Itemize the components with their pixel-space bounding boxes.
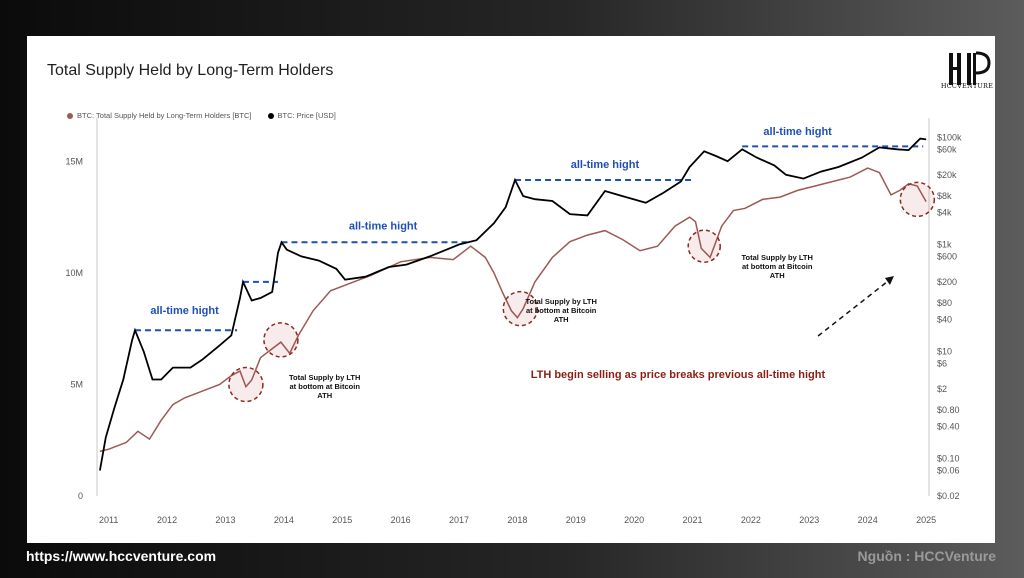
y-right-tick-label: $100k xyxy=(937,132,962,142)
ath-label: all-time hight xyxy=(150,305,219,317)
y-left-tick-label: 15M xyxy=(65,156,83,166)
legend-label-price: BTC: Price [USD] xyxy=(277,111,336,120)
lth-bottom-annotation: ATH xyxy=(770,271,785,280)
lth-bottom-circle xyxy=(899,181,936,218)
x-tick-label: 2016 xyxy=(391,515,411,525)
x-tick-label: 2011 xyxy=(99,515,118,525)
chart-plot: 05M10M15M$0.02$0.06$0.10$0.40$0.80$2$6$1… xyxy=(65,118,962,525)
y-right-tick-label: $200 xyxy=(937,277,957,287)
y-right-tick-label: $60k xyxy=(937,144,957,154)
trend-arrow-line xyxy=(817,280,889,337)
series-line-btc-price xyxy=(99,137,927,471)
lth-bottom-circle xyxy=(228,366,264,403)
legend-label-supply: BTC: Total Supply Held by Long-Term Hold… xyxy=(77,111,252,120)
x-tick-label: 2014 xyxy=(274,515,294,525)
lth-bottom-annotation: Total Supply by LTH xyxy=(742,253,813,262)
x-tick-label: 2025 xyxy=(916,515,936,525)
main-annotation: LTH begin selling as price breaks previo… xyxy=(531,369,826,381)
y-right-tick-label: $0.10 xyxy=(937,454,960,464)
legend-item-price: BTC: Price [USD] xyxy=(267,111,336,120)
y-right-tick-label: $20k xyxy=(937,170,957,180)
footer-url[interactable]: https://www.hccventure.com xyxy=(26,548,217,564)
ath-label: all-time hight xyxy=(349,221,418,233)
y-right-tick-label: $10 xyxy=(937,347,952,357)
lth-bottom-circle xyxy=(263,322,299,358)
x-tick-label: 2012 xyxy=(157,515,177,525)
y-right-tick-label: $1k xyxy=(937,239,952,249)
chart-title: Total Supply Held by Long-Term Holders xyxy=(47,62,334,79)
lth-bottom-circle xyxy=(687,229,721,263)
hccventure-logo xyxy=(949,51,991,85)
ath-label: all-time hight xyxy=(763,126,832,138)
x-tick-label: 2023 xyxy=(799,515,819,525)
lth-bottom-annotation: ATH xyxy=(317,391,332,400)
x-tick-label: 2020 xyxy=(624,515,644,525)
y-right-tick-label: $2 xyxy=(937,384,947,394)
y-right-tick-label: $4k xyxy=(937,207,952,217)
lth-bottom-annotation: at bottom at Bitcoin xyxy=(289,382,360,391)
x-tick-label: 2019 xyxy=(566,515,586,525)
logo-caption: HCCVENTURE xyxy=(940,82,994,90)
lth-bottom-annotation: Total Supply by LTH xyxy=(525,297,596,306)
y-right-tick-label: $80 xyxy=(937,298,952,308)
chart-legend: BTC: Total Supply Held by Long-Term Hold… xyxy=(67,111,336,120)
y-right-tick-label: $0.80 xyxy=(937,405,960,415)
y-right-tick-label: $8k xyxy=(937,191,952,201)
y-left-tick-label: 0 xyxy=(78,491,83,501)
y-left-tick-label: 5M xyxy=(70,379,83,389)
y-right-tick-label: $40 xyxy=(937,314,952,324)
legend-dot-price xyxy=(267,112,274,119)
x-tick-label: 2015 xyxy=(332,515,352,525)
y-right-tick-label: $600 xyxy=(937,251,957,261)
x-tick-label: 2013 xyxy=(215,515,235,525)
y-right-tick-label: $0.02 xyxy=(937,491,960,501)
lth-bottom-annotation: at bottom at Bitcoin xyxy=(526,306,597,315)
trend-arrow-head xyxy=(884,276,894,285)
lth-bottom-annotation: at bottom at Bitcoin xyxy=(742,262,813,271)
y-right-tick-label: $0.06 xyxy=(937,465,960,475)
footer-source: Nguồn : HCCVenture xyxy=(857,548,996,564)
chart-card: Total Supply Held by Long-Term Holders H… xyxy=(27,36,995,543)
y-right-tick-label: $0.40 xyxy=(937,421,960,431)
lth-bottom-annotation: Total Supply by LTH xyxy=(289,373,360,382)
ath-label: all-time hight xyxy=(571,159,640,171)
y-right-tick-label: $6 xyxy=(937,358,947,368)
legend-dot-supply xyxy=(67,112,73,119)
x-tick-label: 2018 xyxy=(507,515,527,525)
x-tick-label: 2017 xyxy=(449,515,469,525)
series-line-lth-supply xyxy=(99,167,927,453)
y-left-tick-label: 10M xyxy=(65,268,83,278)
x-tick-label: 2021 xyxy=(683,515,703,525)
lth-bottom-annotation: ATH xyxy=(554,315,569,324)
legend-item-supply: BTC: Total Supply Held by Long-Term Hold… xyxy=(67,111,252,120)
x-tick-label: 2022 xyxy=(741,515,761,525)
x-tick-label: 2024 xyxy=(858,515,878,525)
lth-bottom-circle xyxy=(502,290,539,327)
